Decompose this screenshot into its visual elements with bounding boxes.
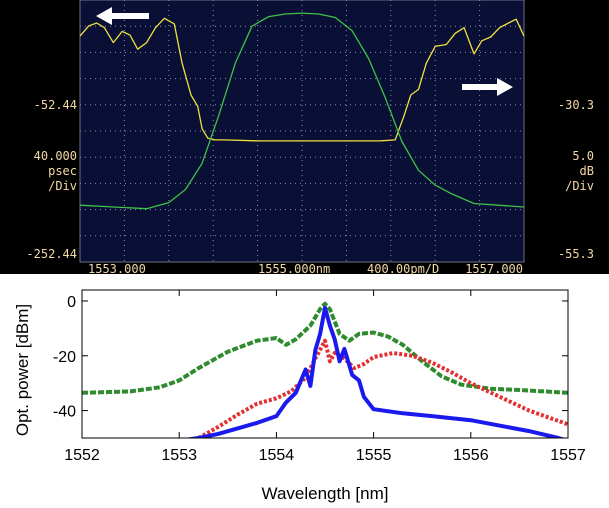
screen-grid — [80, 0, 524, 262]
x-tick-label: 1553 — [161, 447, 197, 464]
spectra-plot: 1552 1553 1554 1555 1556 1557 0 -20 -40 Waveleng… — [0, 276, 609, 508]
spectrum-series-3 — [184, 305, 566, 438]
screen-traces — [79, 12, 525, 210]
x-start-label: 1553.000 — [88, 262, 146, 276]
x-tick-label: 1557 — [550, 447, 586, 464]
x-center-label: 1555.000nm — [258, 262, 330, 276]
right-ref-label: -30.3 — [558, 98, 594, 112]
x-tick-label: 1555 — [356, 447, 392, 464]
left-scale-value: 40.000 — [34, 149, 77, 163]
right-scale-div: /Div — [565, 179, 594, 193]
spectrum-series-1 — [82, 301, 568, 395]
screen-trace-2 — [79, 12, 525, 210]
y-tick-label: -20 — [53, 349, 76, 366]
x-axis-label: Wavelength [nm] — [262, 484, 389, 503]
spectrum-series-2 — [197, 338, 568, 438]
x-span-label: 400.00pm/D — [367, 262, 439, 276]
y-tick-label: -40 — [53, 404, 76, 421]
x-tick-label: 1556 — [453, 447, 489, 464]
plot-ticks: 1552 1553 1554 1555 1556 1557 0 -20 -40 — [53, 290, 586, 464]
x-end-label: 1557.000 — [465, 262, 523, 276]
right-arrow — [462, 78, 513, 96]
plot-series — [82, 301, 568, 438]
x-tick-label: 1552 — [64, 447, 100, 464]
y-tick-label: 0 — [67, 294, 76, 311]
left-scale-unit: psec — [48, 164, 77, 178]
instrument-screen: -52.44 40.000 psec /Div -252.44 -30.3 5.… — [0, 0, 609, 276]
left-scale-div: /Div — [48, 179, 77, 193]
x-tick-label: 1554 — [259, 447, 295, 464]
screen-trace-1 — [79, 17, 525, 142]
plot-frame — [81, 289, 569, 439]
right-scale-value: 5.0 — [572, 149, 594, 163]
y-axis-label: Opt. power [dBm] — [13, 304, 32, 436]
right-scale-unit: dB — [580, 164, 594, 178]
left-ref-label: -52.44 — [34, 98, 77, 112]
left-bottom-label: -252.44 — [26, 247, 77, 261]
left-arrow — [96, 7, 149, 25]
right-bottom-label: -55.3 — [558, 247, 594, 261]
